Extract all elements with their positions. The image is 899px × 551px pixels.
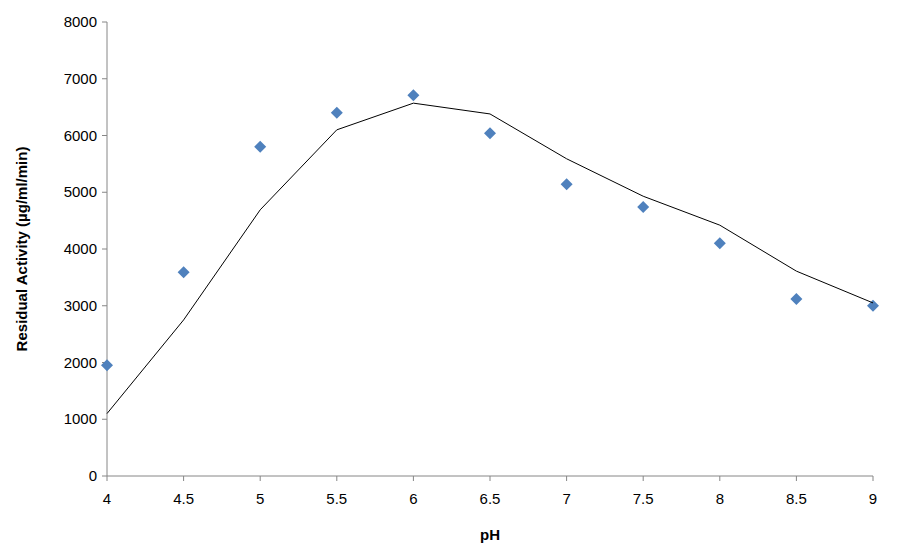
- chart: 0 1000 2000 3000 4000 5000 6000 7000 8000 4 4.5 5 5.…: [0, 0, 899, 551]
- y-tick: [102, 135, 107, 136]
- data-point: [254, 141, 266, 153]
- plot-area: [101, 89, 879, 413]
- y-tick: [102, 78, 107, 79]
- y-tick: [102, 249, 107, 250]
- data-point: [101, 359, 113, 371]
- y-tick-label: 7000: [64, 70, 97, 87]
- y-tick-label: 5000: [64, 183, 97, 200]
- x-tick-label: 6: [409, 490, 417, 507]
- x-tick: [566, 476, 567, 481]
- data-point: [178, 266, 190, 278]
- x-tick-label: 5.5: [326, 490, 347, 507]
- data-point: [637, 201, 649, 213]
- data-point: [331, 107, 343, 119]
- x-tick: [413, 476, 414, 481]
- x-tick: [719, 476, 720, 481]
- y-tick-label: 0: [89, 467, 97, 484]
- y-tick: [102, 419, 107, 420]
- y-tick: [102, 22, 107, 23]
- x-tick: [183, 476, 184, 481]
- x-tick-label: 4: [103, 490, 111, 507]
- data-point: [561, 178, 573, 190]
- y-tick-label: 1000: [64, 410, 97, 427]
- y-tick-label: 6000: [64, 127, 97, 144]
- x-tick: [643, 476, 644, 481]
- x-tick-label: 6.5: [480, 490, 501, 507]
- x-tick: [873, 476, 874, 481]
- x-tick-label: 4.5: [173, 490, 194, 507]
- x-tick-label: 8: [716, 490, 724, 507]
- x-tick-label: 7.5: [633, 490, 654, 507]
- x-axis-label: pH: [480, 526, 500, 543]
- data-point: [714, 237, 726, 249]
- x-tick-label: 7: [562, 490, 570, 507]
- trend-line: [107, 103, 873, 413]
- y-tick-label: 4000: [64, 240, 97, 257]
- x-tick-label: 5: [256, 490, 264, 507]
- data-point: [790, 293, 802, 305]
- x-tick: [490, 476, 491, 481]
- y-tick-label: 2000: [64, 354, 97, 371]
- y-tick-label: 3000: [64, 297, 97, 314]
- y-axis-label: Residual Activity (µg/ml/min): [13, 147, 30, 352]
- x-tick: [796, 476, 797, 481]
- data-point: [407, 89, 419, 101]
- x-tick-label: 9: [869, 490, 877, 507]
- x-tick: [107, 476, 108, 481]
- x-tick: [260, 476, 261, 481]
- data-point: [484, 127, 496, 139]
- y-tick: [102, 192, 107, 193]
- y-tick-label: 8000: [64, 13, 97, 30]
- y-tick: [102, 305, 107, 306]
- y-tick: [102, 476, 107, 477]
- x-tick: [336, 476, 337, 481]
- x-tick-label: 8.5: [786, 490, 807, 507]
